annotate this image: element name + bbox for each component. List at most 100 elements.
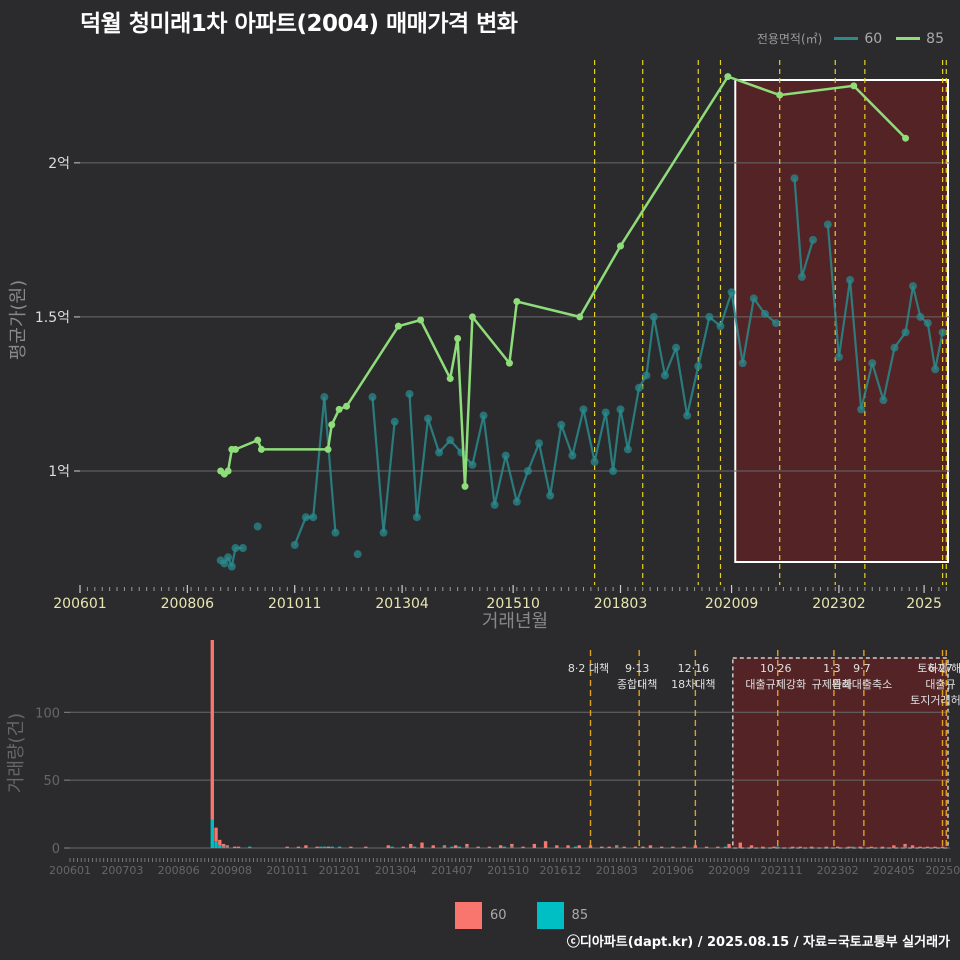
x-tick-label: 201510 [486, 596, 539, 612]
series-60-segment [686, 365, 700, 416]
series-60-point [705, 312, 714, 321]
x-tick-label: 202302 [812, 596, 865, 612]
bar-85 [850, 846, 855, 848]
bar-85 [776, 846, 780, 848]
series-60-segment [504, 455, 518, 503]
bar-85 [903, 846, 907, 848]
series-60-point [727, 288, 736, 297]
series-85-point [324, 445, 332, 453]
series-85-point [257, 445, 265, 453]
bar-60 [727, 843, 731, 848]
legend-box-85 [536, 902, 564, 929]
series-60-point [412, 513, 421, 522]
series-60-segment [697, 316, 711, 367]
bar-60 [925, 846, 930, 848]
bar-60 [791, 846, 795, 848]
series-85-point [454, 334, 462, 342]
series-60-point [390, 417, 399, 426]
bar-60 [933, 846, 937, 848]
bar-x-tick-label: 201407 [431, 864, 473, 877]
bar-60 [716, 846, 720, 848]
bar-y-tick-label: 0 [52, 842, 60, 857]
series-60-point [309, 513, 318, 522]
bar-85 [337, 846, 342, 848]
policy-annotation-text: 토허제 해제 [917, 661, 960, 675]
series-60-point [635, 383, 644, 392]
series-60-point [908, 282, 917, 291]
series-60-segment [426, 418, 441, 453]
bar-60 [761, 846, 765, 848]
series-60-point [609, 466, 618, 475]
bar-85 [412, 846, 417, 848]
series-60-segment [674, 347, 689, 416]
series-85-point [724, 73, 732, 81]
bar-60 [622, 846, 626, 848]
bar-x-tick-label: 202405 [873, 864, 915, 877]
bar-60 [210, 640, 214, 820]
series-60-point [834, 352, 843, 361]
series-60-segment [323, 396, 337, 533]
series-85-point [335, 405, 343, 413]
x-tick-label: 202009 [705, 596, 758, 612]
series-60-point [579, 405, 588, 414]
series-60-segment [619, 409, 629, 450]
series-60-point [938, 328, 947, 337]
bar-60 [892, 845, 896, 848]
bar-85 [225, 846, 229, 848]
policy-annotation-text: 9·7 [853, 662, 871, 675]
series-60-point [868, 359, 877, 368]
bar-85 [390, 846, 394, 848]
series-60-point [931, 365, 940, 374]
bar-60 [214, 827, 218, 842]
bar-x-tick-label: 201803 [596, 864, 638, 877]
bar-85 [502, 846, 507, 848]
series-60-point [797, 272, 806, 281]
series-60-segment [515, 470, 529, 503]
series-60-point [224, 553, 233, 562]
bar-85 [573, 846, 578, 848]
series-60-segment [626, 387, 641, 450]
series-60-point [879, 396, 888, 405]
x-tick-label: 200601 [53, 596, 106, 612]
bar-60 [543, 841, 548, 848]
series-60-segment [926, 322, 937, 370]
bar-60 [671, 846, 675, 848]
bar-60 [349, 846, 353, 848]
series-60-point [368, 393, 377, 402]
series-85-point [617, 242, 625, 250]
policy-annotation-text: 대출규제강화 [745, 678, 806, 691]
policy-annotation-text: 특례대출축소 [832, 678, 893, 691]
bar-85 [319, 846, 323, 848]
x-tick-label: 201803 [594, 596, 647, 612]
series-60-segment [826, 224, 841, 358]
bar-60 [454, 845, 458, 848]
series-85-point [417, 316, 425, 324]
series-60-segment [860, 362, 874, 410]
bar-85 [465, 846, 469, 848]
series-60-point [623, 445, 632, 454]
bar-85 [330, 846, 334, 848]
y-tick-label: 2억 [48, 156, 70, 172]
series-60-point [738, 359, 747, 368]
bar-60 [600, 846, 604, 848]
bar-60 [641, 846, 645, 848]
bar-60 [487, 846, 492, 848]
bar-60 [364, 846, 368, 848]
series-60-segment [493, 455, 507, 506]
series-60-point [479, 411, 488, 420]
bar-60 [315, 846, 319, 848]
bar-60 [704, 846, 709, 848]
series-60-point [790, 174, 799, 183]
series-60-point [716, 322, 725, 331]
series-60-point [546, 491, 555, 500]
series-60-segment [730, 292, 744, 364]
series-60-point [772, 319, 780, 328]
series-60-segment [871, 362, 885, 401]
series-60-segment [312, 396, 326, 518]
series-60-segment [612, 409, 622, 472]
series-60-point [435, 448, 444, 457]
bar-60 [442, 845, 447, 847]
series-85-point [513, 298, 521, 306]
series-60-segment [582, 409, 596, 462]
highlight-region [734, 79, 950, 563]
